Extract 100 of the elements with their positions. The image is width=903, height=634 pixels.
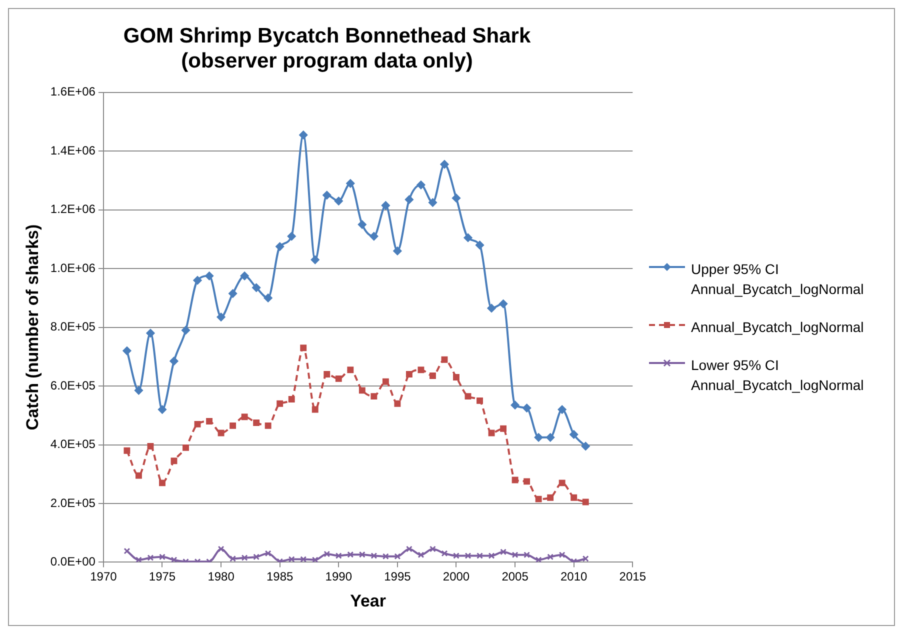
- point: [170, 356, 178, 366]
- point: [300, 556, 307, 562]
- point: [582, 498, 589, 506]
- point: [476, 552, 483, 559]
- point: [441, 356, 448, 363]
- point: [205, 272, 214, 280]
- point: [206, 418, 213, 424]
- point: [547, 494, 554, 501]
- point: [276, 400, 284, 407]
- point: [264, 294, 272, 302]
- point: [499, 300, 508, 308]
- point: [170, 458, 178, 464]
- point: [522, 404, 532, 412]
- y-tick-label: 1.2E+06: [50, 202, 96, 216]
- point: [124, 447, 130, 454]
- y-tick-label: 2.0E+05: [50, 496, 96, 510]
- point: [488, 552, 495, 559]
- point: [264, 422, 272, 429]
- point: [147, 554, 154, 562]
- y-tick-label: 6.0E+05: [50, 378, 96, 392]
- point: [524, 478, 530, 485]
- y-tick-label: 8.0E+05: [50, 320, 96, 334]
- point: [288, 396, 295, 402]
- point: [558, 405, 566, 414]
- point: [464, 552, 472, 559]
- y-axis-title: Catch (number of sharks): [22, 224, 42, 430]
- point: [512, 476, 518, 484]
- chart-title: GOM Shrimp Bycatch Bonnethead Shark (observer program data only): [123, 24, 531, 73]
- point: [370, 552, 378, 559]
- point: [582, 555, 589, 562]
- point: [381, 201, 390, 210]
- point: [159, 480, 166, 486]
- point: [299, 130, 308, 140]
- y-tick-label: 1.4E+06: [50, 143, 96, 158]
- point: [324, 371, 330, 378]
- y-tick-label: 4.0E+05: [50, 437, 96, 452]
- point: [158, 405, 166, 414]
- point: [276, 242, 284, 251]
- point: [312, 556, 318, 562]
- point: [134, 386, 143, 395]
- point: [406, 371, 412, 378]
- point: [500, 425, 507, 432]
- point: [570, 430, 578, 439]
- x-tick-label: 2010: [560, 570, 588, 584]
- point: [453, 374, 460, 380]
- point: [535, 496, 542, 502]
- point: [240, 272, 249, 280]
- x-tick-label: 2015: [619, 570, 646, 584]
- point: [288, 556, 295, 562]
- point: [324, 550, 330, 558]
- point: [418, 366, 424, 374]
- point: [382, 378, 389, 385]
- point: [334, 196, 343, 206]
- x-tick-label: 1990: [325, 570, 352, 584]
- point: [547, 554, 554, 560]
- point: [370, 232, 378, 241]
- point: [264, 550, 272, 557]
- legend-label: Lower 95% CI Annual_Bycatch_logNormal: [691, 356, 865, 395]
- point: [253, 420, 260, 426]
- point: [287, 232, 296, 241]
- point: [453, 552, 460, 559]
- point: [558, 480, 566, 486]
- point: [476, 240, 484, 250]
- point: [159, 554, 166, 560]
- point: [441, 550, 448, 557]
- point: [358, 220, 366, 229]
- legend-label: Upper 95% CI Annual_Bycatch_logNormal: [691, 260, 865, 299]
- point: [464, 233, 472, 242]
- point: [228, 289, 238, 298]
- point: [535, 556, 542, 562]
- point: [170, 556, 178, 562]
- point: [310, 256, 320, 264]
- point: [241, 414, 248, 420]
- x-tick-label: 1980: [208, 570, 235, 584]
- point: [300, 344, 307, 352]
- point: [534, 433, 543, 442]
- point: [500, 548, 507, 556]
- point: [558, 552, 566, 558]
- point: [416, 180, 426, 190]
- point: [193, 276, 202, 285]
- y-tick-label: 0.0E+00: [50, 554, 96, 569]
- point: [216, 312, 226, 322]
- point: [394, 553, 401, 560]
- point: [546, 433, 555, 442]
- point: [230, 422, 236, 429]
- point: [312, 406, 318, 413]
- point: [452, 194, 460, 202]
- point: [464, 393, 472, 400]
- point: [428, 198, 437, 207]
- point: [394, 400, 401, 407]
- point: [347, 551, 354, 558]
- point: [194, 420, 201, 428]
- point: [358, 387, 366, 394]
- point: [524, 552, 530, 558]
- x-axis-title: Year: [350, 591, 386, 610]
- point: [218, 430, 224, 436]
- point: [476, 397, 483, 404]
- point: [346, 179, 355, 188]
- point: [147, 442, 154, 450]
- point: [135, 556, 142, 562]
